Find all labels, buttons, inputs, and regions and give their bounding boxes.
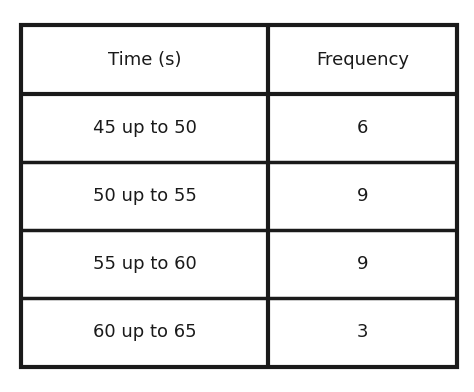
Text: 9: 9 [357,187,368,205]
Text: Frequency: Frequency [316,51,409,69]
Bar [21,25,457,367]
Text: 45 up to 50: 45 up to 50 [92,119,196,137]
Text: 55 up to 60: 55 up to 60 [92,255,196,273]
Text: 3: 3 [357,323,368,341]
Text: Time (s): Time (s) [108,51,181,69]
Text: 6: 6 [357,119,368,137]
Text: 60 up to 65: 60 up to 65 [93,323,196,341]
Text: 50 up to 55: 50 up to 55 [92,187,196,205]
Text: 9: 9 [357,255,368,273]
